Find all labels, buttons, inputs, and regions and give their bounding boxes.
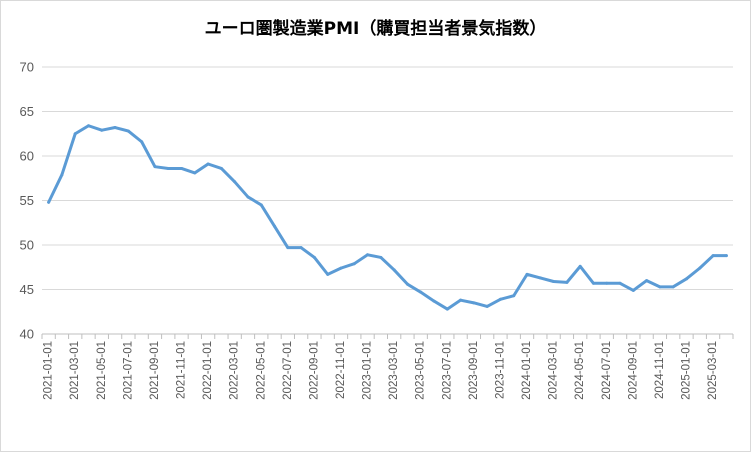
data-point bbox=[485, 304, 489, 308]
data-point bbox=[47, 200, 51, 204]
data-point bbox=[631, 288, 635, 292]
data-point bbox=[286, 246, 290, 250]
data-point bbox=[538, 276, 542, 280]
data-point bbox=[366, 253, 370, 257]
y-tick-label: 65 bbox=[20, 104, 34, 119]
data-point bbox=[259, 203, 263, 207]
data-point bbox=[724, 254, 728, 258]
data-point bbox=[445, 307, 449, 311]
x-tick-label: 2021-05-01 bbox=[96, 341, 108, 400]
data-point bbox=[219, 166, 223, 170]
x-tick-label: 2023-11-01 bbox=[494, 341, 506, 399]
data-point bbox=[472, 301, 476, 305]
data-point bbox=[100, 128, 104, 132]
data-point bbox=[60, 173, 64, 177]
data-point bbox=[565, 280, 569, 284]
x-axis-tick-labels: 2021-01-01 2021-03-01 2021-05-01 2021-07-01… bbox=[43, 341, 719, 400]
x-tick-label: 2023-09-01 bbox=[468, 341, 480, 400]
x-tick-label: 2025-03-01 bbox=[707, 341, 719, 400]
data-point bbox=[711, 254, 715, 258]
x-tick-label: 2022-09-01 bbox=[308, 341, 320, 400]
data-point bbox=[206, 162, 210, 166]
data-point bbox=[352, 262, 356, 266]
data-point bbox=[419, 290, 423, 294]
data-point bbox=[166, 166, 170, 170]
x-tick-label: 2022-05-01 bbox=[255, 341, 267, 400]
x-tick-label: 2021-11-01 bbox=[176, 341, 188, 399]
data-point bbox=[180, 166, 184, 170]
y-tick-label: 45 bbox=[20, 282, 34, 297]
y-tick-label: 50 bbox=[20, 238, 34, 253]
x-tick-label: 2023-01-01 bbox=[362, 341, 374, 400]
data-point bbox=[113, 126, 117, 130]
data-point bbox=[379, 255, 383, 259]
data-point bbox=[578, 264, 582, 268]
gridlines bbox=[42, 66, 733, 290]
data-point bbox=[326, 272, 330, 276]
data-point bbox=[498, 297, 502, 301]
x-tick-label: 2022-03-01 bbox=[229, 341, 241, 400]
x-tick-label: 2023-03-01 bbox=[388, 341, 400, 400]
data-point bbox=[698, 266, 702, 270]
data-point bbox=[432, 299, 436, 303]
x-tick-label: 2022-07-01 bbox=[282, 341, 294, 400]
data-point bbox=[591, 281, 595, 285]
x-tick-label: 2024-03-01 bbox=[548, 341, 560, 400]
series-line-0 bbox=[47, 124, 728, 311]
data-point bbox=[645, 279, 649, 283]
x-tick-label: 2024-09-01 bbox=[627, 341, 639, 400]
data-point bbox=[299, 246, 303, 250]
y-tick-label: 60 bbox=[20, 149, 34, 164]
x-tick-label: 2021-07-01 bbox=[122, 341, 134, 400]
x-tick-label: 2023-07-01 bbox=[441, 341, 453, 400]
data-point bbox=[193, 171, 197, 175]
data-point bbox=[552, 279, 556, 283]
x-tick-label: 2025-01-01 bbox=[680, 341, 692, 400]
x-axis bbox=[41, 333, 734, 339]
x-tick-label: 2024-05-01 bbox=[574, 341, 586, 400]
data-point bbox=[233, 180, 237, 184]
x-tick-label: 2021-01-01 bbox=[43, 341, 55, 400]
series-layer bbox=[47, 124, 728, 311]
data-point bbox=[339, 266, 343, 270]
x-tick-label: 2023-05-01 bbox=[415, 341, 427, 400]
data-point bbox=[312, 255, 316, 259]
data-point bbox=[126, 129, 130, 133]
data-point bbox=[512, 294, 516, 298]
data-point bbox=[246, 195, 250, 199]
x-tick-label: 2022-01-01 bbox=[202, 341, 214, 400]
data-point bbox=[73, 132, 77, 136]
data-point bbox=[153, 165, 157, 169]
data-point bbox=[459, 298, 463, 302]
x-tick-label: 2024-01-01 bbox=[521, 341, 533, 400]
y-tick-label: 40 bbox=[20, 327, 34, 342]
data-point bbox=[392, 268, 396, 272]
data-point bbox=[525, 272, 529, 276]
x-tick-label: 2022-11-01 bbox=[335, 341, 347, 399]
x-tick-label: 2021-09-01 bbox=[149, 341, 161, 400]
data-point bbox=[671, 285, 675, 289]
data-point bbox=[684, 277, 688, 281]
data-point bbox=[618, 281, 622, 285]
data-point bbox=[405, 282, 409, 286]
y-tick-label: 70 bbox=[20, 60, 34, 75]
data-point bbox=[273, 224, 277, 228]
data-point bbox=[605, 281, 609, 285]
x-tick-label: 2024-07-01 bbox=[601, 341, 613, 400]
y-tick-label: 55 bbox=[20, 193, 34, 208]
data-point bbox=[87, 124, 91, 128]
x-tick-label: 2024-11-01 bbox=[654, 341, 666, 399]
y-axis-tick-labels: 40 45 50 55 60 65 70 bbox=[20, 60, 34, 342]
data-point bbox=[658, 285, 662, 289]
chart-title: ユーロ圏製造業PMI（購買担当者景気指数） bbox=[204, 19, 547, 39]
data-point bbox=[140, 140, 144, 144]
x-tick-label: 2021-03-01 bbox=[69, 341, 81, 400]
